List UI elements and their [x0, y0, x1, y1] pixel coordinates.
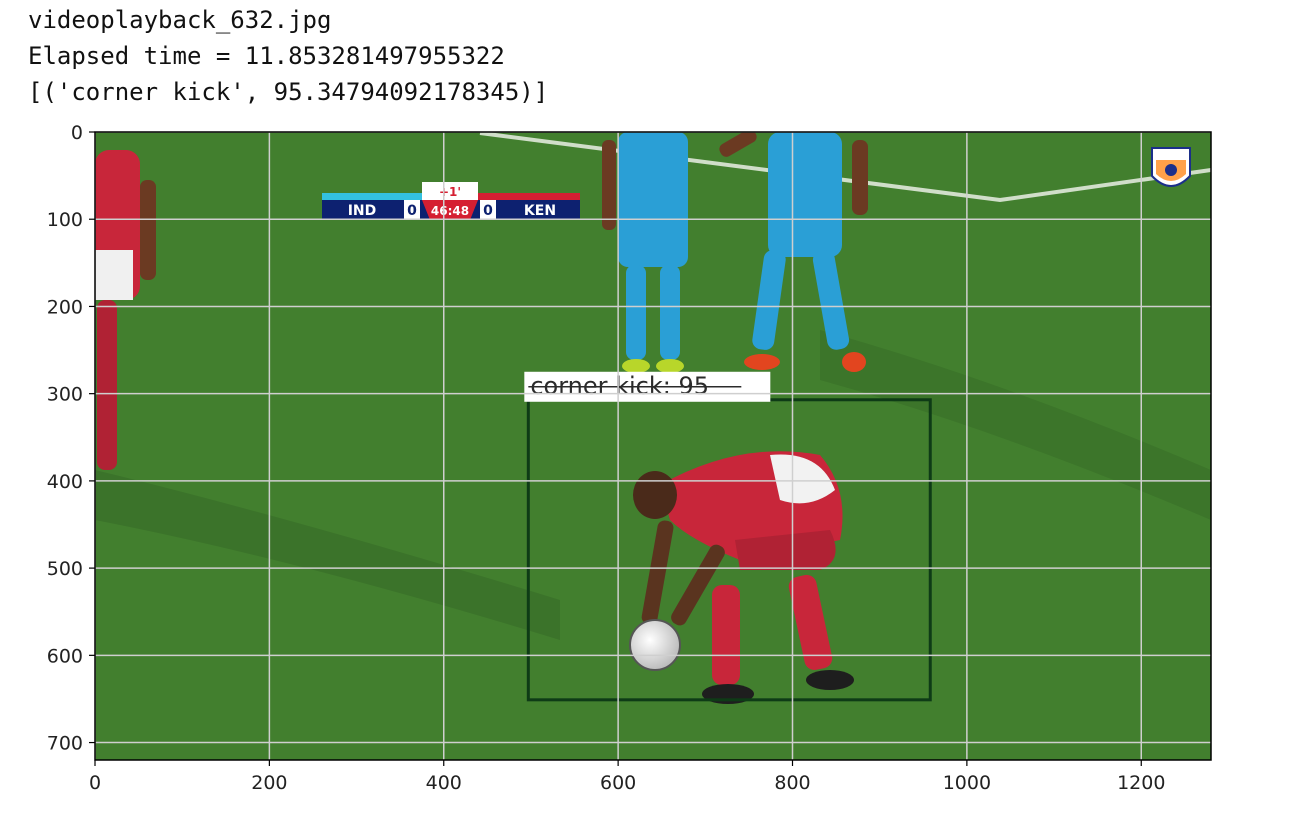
x-tick-label: 600	[600, 772, 636, 794]
broadcaster-logo	[1151, 147, 1191, 187]
x-axis: 0 200 400 600 800 1000 1200	[89, 760, 1165, 794]
y-tick-label: 0	[71, 122, 83, 144]
x-tick-label: 200	[251, 772, 287, 794]
y-tick-label: 600	[47, 645, 83, 667]
axes-frame	[94, 131, 1212, 761]
y-tick-label: 300	[47, 384, 83, 406]
video-frame-image: IND 0 46:48 0 KEN +1' corner kick: 95	[95, 132, 1211, 760]
scoreboard-overlay: IND 0 46:48 0 KEN +1'	[322, 182, 580, 220]
x-tick-label: 0	[89, 772, 101, 794]
y-tick-label: 500	[47, 558, 83, 580]
pitch-shadow	[820, 330, 1211, 520]
output-prediction: [('corner kick', 95.34794092178345)]	[28, 78, 549, 106]
scoreboard-home-team: IND	[348, 203, 377, 219]
y-tick-label: 200	[47, 296, 83, 318]
x-tick-label: 800	[774, 772, 810, 794]
detection-label: corner kick: 95	[530, 372, 709, 400]
axes-grid	[95, 132, 1211, 760]
football	[629, 619, 681, 671]
scoreboard-clock: 46:48	[431, 204, 469, 218]
y-tick-label: 700	[47, 733, 83, 755]
y-axis: 0 100 200 300 400 500 600 700	[47, 122, 95, 755]
output-filename: videoplayback_632.jpg	[28, 6, 332, 34]
y-tick-label: 400	[47, 471, 83, 493]
x-tick-label: 1000	[943, 772, 991, 794]
player-blue-2	[719, 132, 868, 372]
scoreboard-home-score: 0	[407, 203, 417, 219]
scoreboard-added-time: +1'	[439, 185, 461, 199]
x-tick-label: 400	[426, 772, 462, 794]
player-left-partial	[95, 150, 156, 470]
output-elapsed-time: Elapsed time = 11.853281497955322	[28, 42, 505, 70]
y-tick-label: 100	[47, 209, 83, 231]
scoreboard-away-team: KEN	[524, 203, 556, 219]
scoreboard-away-score: 0	[483, 203, 493, 219]
player-blue-1	[602, 132, 688, 373]
x-tick-label: 1200	[1117, 772, 1165, 794]
